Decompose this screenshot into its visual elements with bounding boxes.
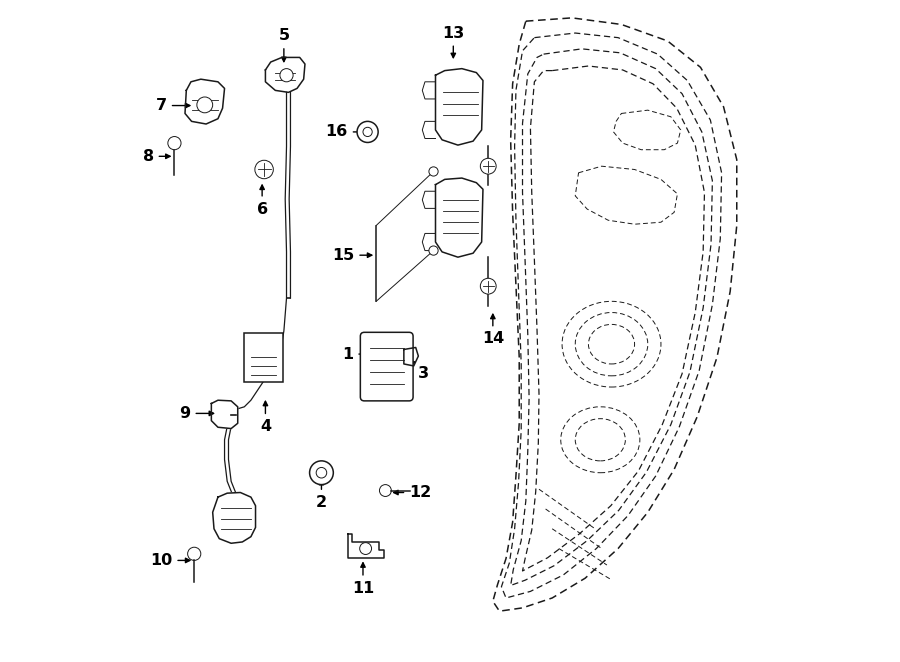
Circle shape (255, 160, 274, 179)
Ellipse shape (575, 418, 626, 461)
Polygon shape (436, 69, 483, 145)
Text: 15: 15 (332, 248, 372, 263)
Ellipse shape (561, 407, 640, 473)
Text: 14: 14 (482, 314, 504, 346)
Text: 16: 16 (326, 124, 364, 140)
Text: 10: 10 (150, 553, 190, 568)
Circle shape (197, 97, 212, 113)
Circle shape (429, 246, 438, 255)
Circle shape (429, 167, 438, 176)
Circle shape (360, 543, 372, 555)
Circle shape (363, 127, 373, 136)
Circle shape (316, 467, 327, 478)
Text: 7: 7 (156, 98, 190, 113)
Ellipse shape (589, 324, 634, 364)
Polygon shape (266, 58, 305, 93)
Circle shape (280, 69, 293, 82)
Ellipse shape (562, 301, 661, 387)
Text: 1: 1 (342, 347, 370, 361)
Text: 9: 9 (179, 406, 213, 421)
Circle shape (481, 278, 496, 294)
Circle shape (380, 485, 392, 496)
Polygon shape (185, 79, 224, 124)
Ellipse shape (575, 312, 648, 376)
Bar (244, 333, 283, 383)
Text: 3: 3 (410, 360, 429, 381)
Polygon shape (212, 401, 238, 428)
Text: 5: 5 (278, 28, 290, 62)
Polygon shape (212, 493, 256, 544)
Circle shape (357, 121, 378, 142)
FancyBboxPatch shape (360, 332, 413, 401)
Text: 11: 11 (352, 563, 374, 596)
Text: 8: 8 (142, 149, 170, 164)
Polygon shape (436, 178, 483, 257)
Text: 6: 6 (256, 185, 267, 216)
Polygon shape (404, 348, 419, 366)
Circle shape (187, 547, 201, 561)
Text: 2: 2 (316, 481, 327, 510)
Text: 4: 4 (260, 401, 271, 434)
Text: 13: 13 (442, 26, 464, 58)
Circle shape (168, 136, 181, 150)
Circle shape (481, 158, 496, 174)
Polygon shape (347, 534, 384, 559)
Text: 12: 12 (393, 485, 431, 500)
Circle shape (310, 461, 333, 485)
